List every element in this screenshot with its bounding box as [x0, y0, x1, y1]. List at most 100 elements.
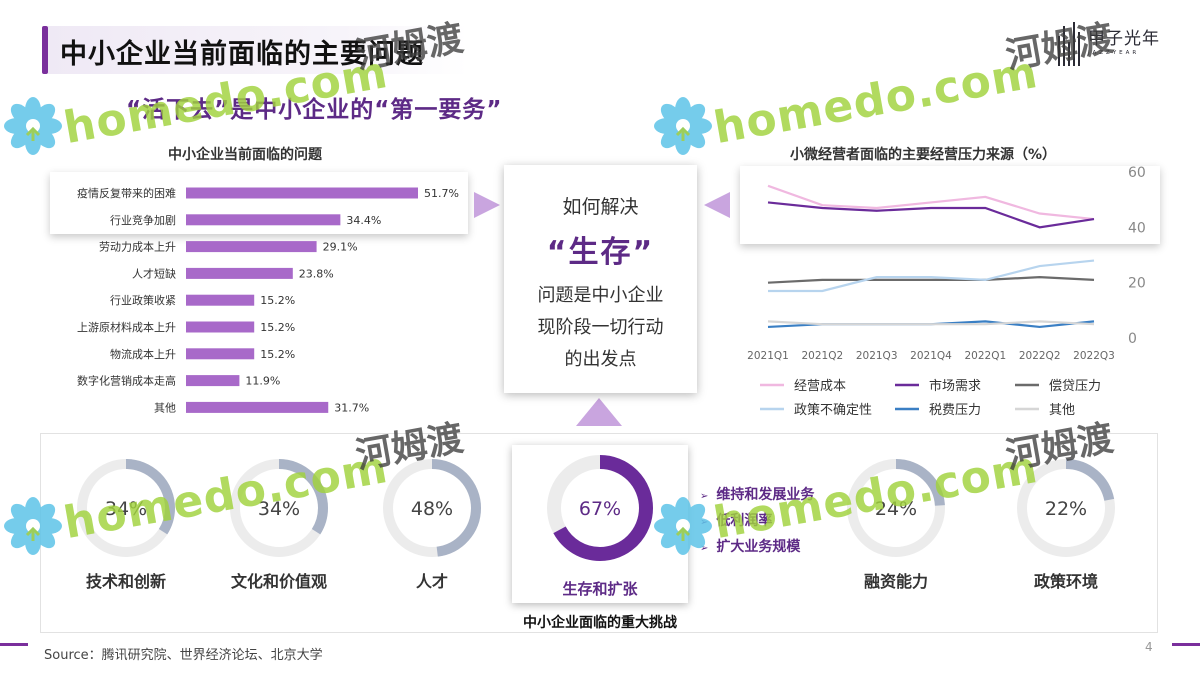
series-line [767, 184, 1095, 221]
arrow-right-icon [474, 192, 500, 218]
watermark-flower-icon [654, 497, 712, 555]
donut-chart: 22% [1017, 459, 1115, 557]
donut-label: 文化和价值观 [230, 572, 327, 591]
left-chart-title: 中小企业当前面临的问题 [168, 147, 322, 163]
donut-fill [847, 459, 945, 557]
donut-value: 24% [875, 498, 917, 520]
x-tick-label: 2022Q1 [964, 350, 1006, 362]
series-line [767, 320, 1095, 326]
legend-label: 市场需求 [929, 378, 981, 394]
legend-label: 税费压力 [929, 403, 981, 418]
donut-label: 人才 [415, 572, 448, 591]
watermark-text: homedo.com [710, 46, 1042, 155]
bar-chart-svg: 疫情反复带来的困难 51.7% 行业竞争加剧 34.4% 劳动力成本上升 29.1% 人才短… [77, 186, 459, 414]
y-tick-label: 40 [1128, 220, 1146, 236]
title-background [48, 26, 468, 74]
bar [186, 214, 341, 226]
donut-fill [230, 459, 328, 557]
line-chart-svg: 60 40 20 0 2021Q1 2021Q2 2021Q3 2021Q4 2022Q1 202… [747, 165, 1146, 418]
bar-value-label: 51.7% [424, 187, 459, 200]
bar [186, 401, 329, 413]
donut-value: 67% [579, 498, 621, 520]
bar [186, 348, 255, 360]
logo-text: 甲子光年 [1088, 29, 1160, 49]
donut-chart: 34% [230, 459, 328, 557]
bar-category-label: 劳动力成本上升 [99, 240, 176, 254]
footer-accent-left [0, 643, 28, 646]
donut-fill [547, 455, 653, 561]
y-tick-label: 60 [1128, 165, 1146, 181]
bar-value-label: 34.4% [346, 214, 381, 227]
logo-subtext: JAZZYEAR [1088, 50, 1140, 56]
bar [186, 187, 418, 199]
bar-category-label: 数字化营销成本走高 [77, 374, 176, 388]
series-line [768, 259, 1095, 293]
legend-label: 偿贷压力 [1049, 379, 1101, 394]
footer-accent-right [1172, 643, 1200, 646]
page-title: 中小企业当前面临的主要问题 [60, 39, 424, 70]
donut-chart: 34% [77, 459, 175, 557]
bar-category-label: 行业竞争加剧 [110, 213, 176, 227]
donut-chart: 24% [847, 459, 945, 557]
x-tick-label: 2021Q4 [910, 350, 952, 362]
donut-value: 34% [105, 498, 147, 520]
bar [186, 267, 293, 279]
arrow-left-icon [704, 192, 730, 218]
bar-value-label: 15.2% [260, 348, 295, 361]
watermark-flower-icon [654, 97, 712, 155]
donut-value: 34% [258, 498, 300, 520]
survival-point: ➢ 扩大业务规模 [700, 539, 801, 555]
center-line-3: 的出发点 [564, 349, 637, 370]
y-tick-label: 20 [1128, 276, 1146, 292]
legend-label: 政策不确定性 [794, 402, 872, 418]
center-summary-box: 如何解决 “生存” 问题是中小企业 现阶段一切行动 的出发点 [504, 165, 697, 393]
bar-category-label: 人才短缺 [132, 266, 176, 280]
watermark-flower-icon [4, 497, 62, 555]
bar-value-label: 15.2% [260, 294, 295, 307]
source-note: Source：腾讯研究院、世界经济论坛、北京大学 [44, 648, 323, 663]
bar [186, 321, 255, 333]
bar-category-label: 行业政策收紧 [110, 293, 176, 307]
bar-category-label: 其他 [154, 401, 176, 414]
bar-value-label: 15.2% [260, 321, 295, 334]
bar [186, 241, 317, 253]
legend-label: 其他 [1049, 403, 1075, 418]
x-tick-label: 2021Q2 [801, 350, 843, 362]
watermark-flower-icon [4, 97, 62, 155]
bar-category-label: 上游原材料成本上升 [77, 320, 176, 334]
x-tick-label: 2022Q2 [1019, 350, 1061, 362]
donut-chart: 67% [547, 455, 653, 561]
slide-subtitle: “活下去”是中小企业的“第一要务” [126, 97, 503, 123]
donut-chart: 48% [383, 459, 481, 557]
bar-category-label: 疫情反复带来的困难 [77, 186, 176, 200]
donut-fill [383, 459, 481, 557]
donut-label: 融资能力 [863, 572, 928, 591]
bar-value-label: 11.9% [245, 375, 280, 388]
bar [186, 294, 255, 306]
donut-label: 生存和扩张 [562, 580, 638, 598]
donut-value: 48% [411, 498, 453, 520]
line-chart-highlight-box [740, 166, 1160, 244]
donut-label: 政策环境 [1033, 572, 1098, 591]
y-tick-label: 0 [1128, 331, 1137, 347]
center-question: 如何解决 [562, 196, 639, 218]
donut-value: 22% [1045, 498, 1087, 520]
donut-fill [77, 459, 175, 557]
logo-bars-icon [1058, 22, 1084, 66]
center-line-1: 问题是中小企业 [537, 285, 664, 306]
center-highlight: “生存” [546, 235, 655, 270]
pressure-line-chart: 60 40 20 0 2021Q1 2021Q2 2021Q3 2021Q4 2022Q1 202… [730, 160, 1170, 420]
problems-bar-chart: 疫情反复带来的困难 51.7% 行业竞争加剧 34.4% 劳动力成本上升 29.1% 人才短… [50, 172, 490, 420]
x-tick-label: 2021Q1 [747, 350, 789, 362]
donut-fill [1017, 459, 1115, 557]
series-line [767, 201, 1095, 229]
brand-logo: 甲子光年 JAZZYEAR [1058, 22, 1168, 70]
x-tick-label: 2021Q3 [856, 350, 898, 362]
bar-category-label: 物流成本上升 [110, 347, 176, 361]
survival-point: ➢ 维持和发展业务 [700, 487, 815, 503]
donut-label: 技术和创新 [85, 572, 166, 591]
title-accent-bar [42, 26, 48, 74]
page-number: 4 [1145, 640, 1153, 654]
bar-value-label: 29.1% [323, 241, 358, 254]
x-tick-label: 2022Q3 [1073, 350, 1115, 362]
